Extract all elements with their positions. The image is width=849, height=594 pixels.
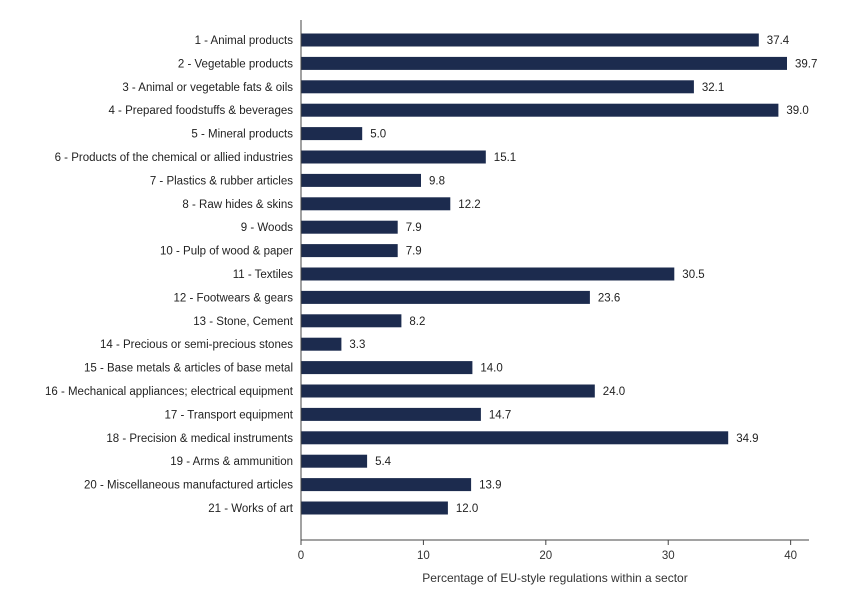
bar: [301, 197, 451, 211]
category-labels-group: 1 - Animal products 2 - Vegetable product…: [45, 35, 294, 515]
value-label: 7.9: [406, 222, 422, 234]
bar: [301, 431, 729, 445]
bar: [301, 478, 472, 492]
bar: [301, 56, 787, 70]
x-axis-title: Percentage of EU-style regulations withi…: [422, 571, 687, 585]
category-label: 18 - Precision & medical instruments: [106, 433, 293, 445]
x-ticks-group: 0 10 20 30 40: [298, 540, 797, 562]
value-label: 14.0: [480, 363, 502, 375]
category-label: 15 - Base metals & articles of base meta…: [84, 363, 293, 375]
category-label: 16 - Mechanical appliances; electrical e…: [45, 386, 294, 398]
bar: [301, 80, 694, 94]
x-tick-label: 30: [662, 550, 675, 562]
category-label: 1 - Animal products: [195, 35, 294, 47]
value-label: 39.0: [786, 105, 808, 117]
bar: [301, 407, 481, 421]
value-label: 39.7: [795, 58, 817, 70]
category-label: 3 - Animal or vegetable fats & oils: [122, 82, 293, 94]
value-label: 5.0: [370, 129, 386, 141]
category-label: 12 - Footwears & gears: [173, 292, 293, 304]
category-label: 5 - Mineral products: [191, 129, 293, 141]
value-label: 32.1: [702, 82, 724, 94]
value-label: 23.6: [598, 292, 620, 304]
bar: [301, 337, 342, 351]
category-label: 10 - Pulp of wood & paper: [160, 246, 293, 258]
value-label: 15.1: [494, 152, 516, 164]
bars-group: [301, 33, 787, 515]
x-tick-label: 10: [417, 550, 430, 562]
x-tick-label: 40: [784, 550, 797, 562]
bar: [301, 384, 595, 398]
value-label: 34.9: [736, 433, 758, 445]
category-label: 14 - Precious or semi-precious stones: [100, 339, 293, 351]
value-label: 5.4: [375, 456, 392, 468]
category-label: 20 - Miscellaneous manufactured articles: [84, 480, 293, 492]
value-label: 24.0: [603, 386, 625, 398]
category-label: 13 - Stone, Cement: [193, 316, 294, 328]
category-label: 8 - Raw hides & skins: [182, 199, 293, 211]
category-label: 2 - Vegetable products: [178, 58, 293, 70]
category-label: 21 - Works of art: [208, 503, 294, 515]
value-label: 3.3: [349, 339, 365, 351]
bar: [301, 33, 759, 47]
bar: [301, 220, 398, 234]
value-label: 13.9: [479, 480, 501, 492]
value-label: 7.9: [406, 246, 422, 258]
category-label: 11 - Textiles: [233, 269, 294, 281]
bar: [301, 173, 421, 187]
bar: [301, 361, 473, 375]
value-labels-group: 37.4 39.7 32.1 39.0 5.0 15.1 9.8 12.2 7.9 7.9 30.5…: [349, 35, 817, 515]
category-label: 19 - Arms & ammunition: [170, 456, 293, 468]
category-label: 17 - Transport equipment: [165, 409, 294, 421]
value-label: 30.5: [682, 269, 704, 281]
category-label: 6 - Products of the chemical or allied i…: [55, 152, 294, 164]
value-label: 14.7: [489, 409, 511, 421]
value-label: 12.2: [458, 199, 480, 211]
bar: [301, 290, 590, 304]
value-label: 12.0: [456, 503, 478, 515]
bar: [301, 267, 675, 281]
category-label: 9 - Woods: [241, 222, 293, 234]
bar: [301, 501, 448, 515]
bar: [301, 150, 486, 164]
bar: [301, 103, 779, 117]
x-tick-label: 20: [539, 550, 552, 562]
category-label: 7 - Plastics & rubber articles: [150, 175, 293, 187]
bar: [301, 244, 398, 258]
value-label: 9.8: [429, 175, 445, 187]
value-label: 37.4: [767, 35, 790, 47]
category-label: 4 - Prepared foodstuffs & beverages: [108, 105, 293, 117]
bar: [301, 127, 363, 141]
x-tick-label: 0: [298, 550, 304, 562]
bar: [301, 314, 402, 328]
value-label: 8.2: [409, 316, 425, 328]
bar: [301, 454, 368, 468]
